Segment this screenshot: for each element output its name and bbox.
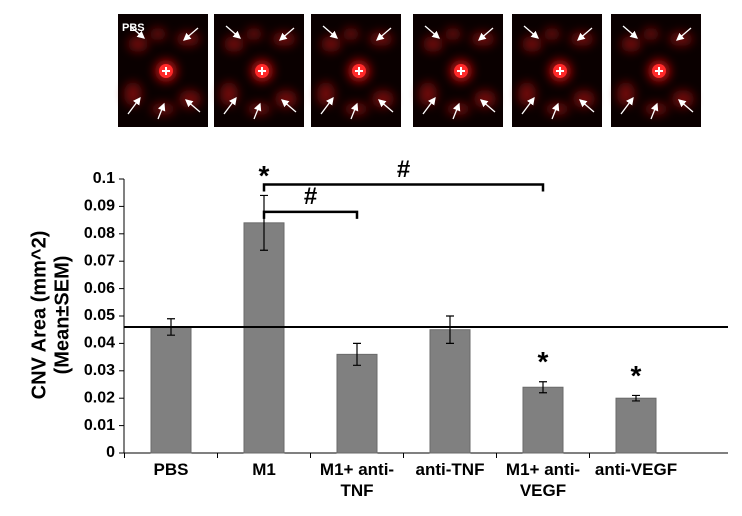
y-tick-label: 0.06 xyxy=(84,280,115,297)
x-tick-label: anti-VEGF xyxy=(594,460,678,479)
bar xyxy=(336,353,378,454)
y-tick-label: 0.05 xyxy=(84,307,115,324)
y-tick-label: 0 xyxy=(106,444,115,461)
x-tick-label: M1 xyxy=(252,460,276,479)
error-bar xyxy=(260,194,268,251)
y-tick-label: 0.01 xyxy=(84,417,115,434)
panel-label: PBS xyxy=(122,22,145,34)
image-panel xyxy=(413,14,503,127)
image-panel xyxy=(512,14,602,127)
bar xyxy=(243,222,285,454)
bracket xyxy=(262,183,545,192)
bracket-label: # xyxy=(304,183,317,210)
error-bar xyxy=(539,381,547,394)
y-axis-label: CNV Area (mm^2) xyxy=(28,231,50,400)
bar xyxy=(522,386,564,454)
y-tick-label: 0.1 xyxy=(93,170,115,187)
error-bar xyxy=(446,315,454,344)
y-tick-label: 0.08 xyxy=(84,225,115,242)
x-tick-label: PBS xyxy=(153,460,189,479)
bar xyxy=(150,326,192,454)
error-bar xyxy=(353,342,361,366)
image-panel xyxy=(214,14,304,127)
image-panel xyxy=(311,14,401,127)
x-tick-label: M1+ anti-VEGF xyxy=(505,460,581,500)
y-tick-label: 0.04 xyxy=(84,335,115,352)
bar xyxy=(429,329,471,454)
x-tick-label: M1+ anti-TNF xyxy=(319,460,395,500)
significance-star: * xyxy=(259,160,270,191)
y-tick-label: 0.09 xyxy=(84,198,115,215)
bracket xyxy=(262,210,359,219)
y-axis-label: (Mean±SEM) xyxy=(51,256,73,375)
y-tick-label: 0.02 xyxy=(84,389,115,406)
bar xyxy=(615,397,657,454)
y-tick-label: 0.03 xyxy=(84,362,115,379)
error-bar xyxy=(632,394,640,402)
bracket-label: # xyxy=(397,156,410,183)
significance-star: * xyxy=(538,346,549,377)
x-tick-label: anti-TNF xyxy=(415,460,485,479)
significance-star: * xyxy=(631,360,642,391)
y-tick-label: 0.07 xyxy=(84,252,115,269)
image-panel xyxy=(611,14,701,127)
